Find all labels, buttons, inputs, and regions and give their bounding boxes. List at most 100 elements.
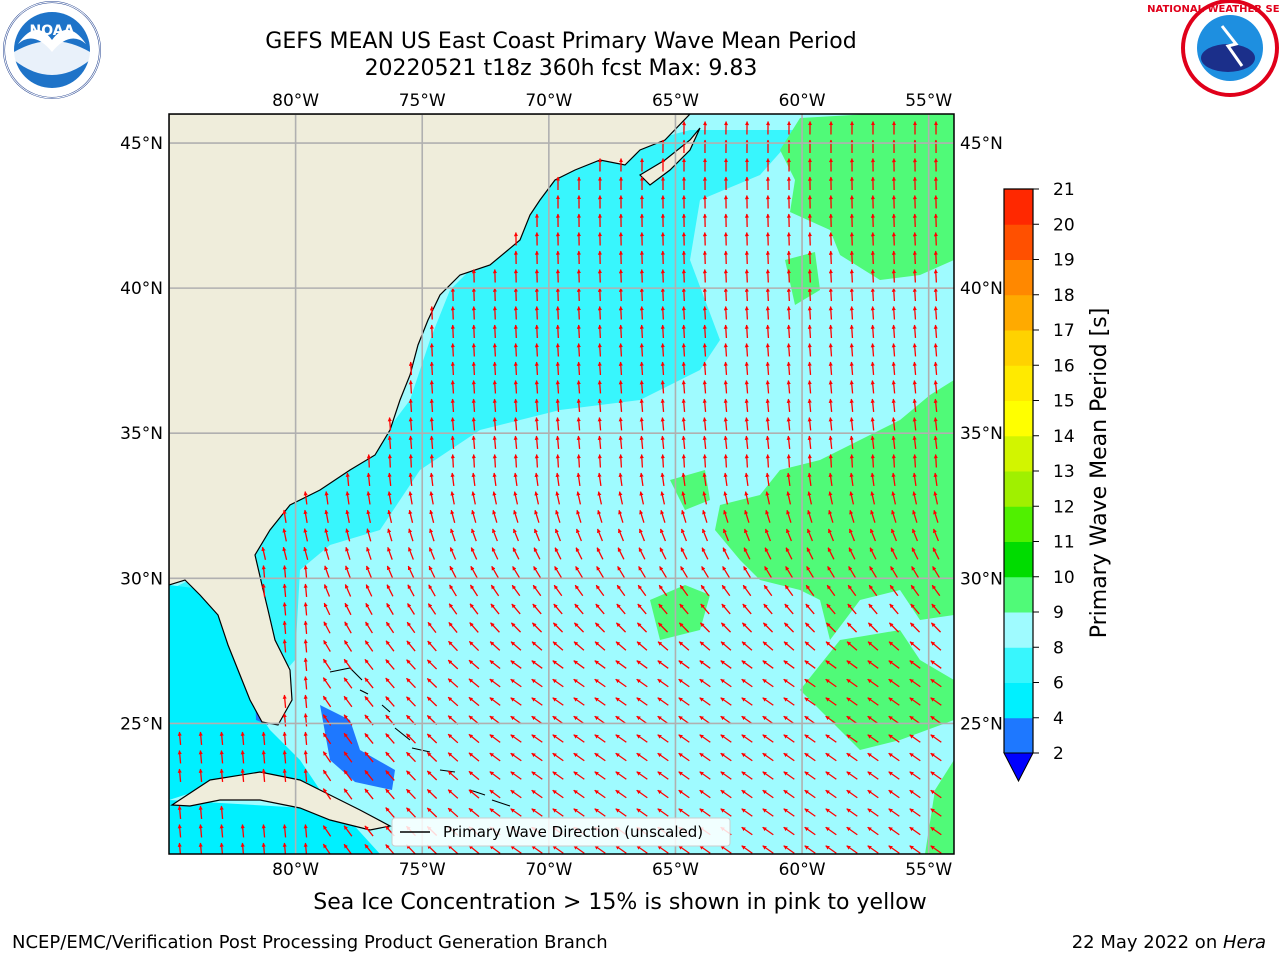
- wave-arrow: [741, 771, 753, 780]
- wave-arrow: [532, 603, 542, 615]
- ocean-band-lowest: [169, 585, 320, 800]
- map-subtitle: 20220521 t18z 360h fcst Max: 9.83: [365, 56, 758, 81]
- wave-arrow: [786, 472, 791, 487]
- wave-arrow: [786, 435, 791, 450]
- wave-arrow: [615, 622, 627, 633]
- wave-arrow: [450, 509, 456, 523]
- wave-arrow: [573, 771, 585, 780]
- wave-arrow: [678, 734, 690, 743]
- wave-arrow: [324, 509, 329, 524]
- wave-arrow: [576, 435, 581, 450]
- wave-arrow: [765, 324, 770, 339]
- wave-arrow: [322, 695, 332, 708]
- wave-arrow: [699, 752, 711, 762]
- colorbar-tick-label: 8: [1053, 638, 1064, 658]
- wave-arrow: [807, 435, 812, 450]
- wave-arrow: [576, 343, 581, 357]
- wave-arrow: [720, 697, 732, 706]
- wave-arrow: [450, 417, 455, 431]
- wave-arrow: [513, 343, 518, 357]
- wave-arrow: [555, 398, 560, 413]
- wave-arrow: [891, 361, 896, 376]
- wave-arrow: [470, 565, 478, 579]
- wave-arrow: [471, 509, 477, 523]
- wave-arrow: [576, 398, 581, 413]
- wave-arrow: [765, 361, 770, 376]
- wave-arrow: [387, 454, 392, 468]
- wave-arrow: [723, 306, 728, 320]
- wave-arrow: [848, 566, 856, 578]
- wave-arrow: [807, 361, 812, 376]
- wave-arrow: [575, 566, 583, 578]
- wave-arrow: [933, 269, 938, 283]
- wave-arrow: [827, 547, 835, 560]
- wave-arrow: [303, 602, 308, 616]
- wave-arrow: [510, 808, 522, 817]
- wave-arrow: [576, 361, 581, 376]
- wave-arrow: [447, 696, 459, 707]
- colorbar-segment: [1004, 541, 1033, 578]
- wave-arrow: [471, 380, 476, 394]
- wave-arrow: [888, 660, 900, 669]
- wave-arrow: [322, 825, 332, 837]
- wave-arrow: [721, 584, 731, 597]
- wave-arrow: [849, 380, 854, 394]
- wave-arrow: [783, 715, 795, 725]
- colorbar-segment: [1004, 259, 1033, 296]
- lon-tick-labels-bottom: 80°W 75°W 70°W 65°W 60°W 55°W: [272, 860, 952, 880]
- wave-arrow: [909, 660, 921, 669]
- wave-arrow: [741, 752, 753, 762]
- wave-arrow: [807, 472, 812, 487]
- wave-arrow: [303, 676, 308, 690]
- wave-arrow: [531, 734, 543, 743]
- wave-arrow: [847, 584, 857, 597]
- wave-arrow: [448, 622, 458, 633]
- wave-arrow: [617, 566, 625, 578]
- wave-arrow: [846, 715, 858, 725]
- colorbar-segment: [1004, 647, 1033, 683]
- wave-arrow: [741, 641, 753, 651]
- wave-arrow: [930, 660, 942, 669]
- wave-arrow: [554, 547, 562, 560]
- wave-arrow: [177, 731, 182, 746]
- wave-arrow: [492, 417, 497, 431]
- wave-arrow: [240, 750, 245, 764]
- colorbar-tick-label: 21: [1053, 180, 1075, 200]
- lat-label-right: 40°N: [960, 279, 1003, 299]
- wave-arrow: [513, 472, 518, 487]
- wave-arrow: [849, 250, 854, 265]
- wave-arrow: [825, 622, 837, 633]
- wave-arrow: [846, 826, 858, 836]
- wave-arrow: [282, 750, 287, 764]
- wave-arrow: [910, 584, 920, 597]
- wave-arrow: [741, 734, 753, 743]
- lat-label-right: 35°N: [960, 424, 1003, 444]
- wave-arrow: [827, 566, 835, 578]
- wave-arrow: [406, 677, 416, 689]
- wave-arrow: [406, 621, 416, 634]
- wave-arrow: [888, 845, 900, 854]
- wave-arrow: [450, 343, 455, 357]
- wave-arrow: [765, 398, 770, 413]
- wave-arrow: [720, 734, 732, 743]
- wave-arrow: [597, 491, 603, 505]
- wave-arrow: [534, 435, 539, 450]
- wave-arrow: [723, 435, 728, 450]
- wave-arrow: [932, 547, 940, 560]
- wave-arrow: [552, 734, 564, 743]
- wave-arrow: [616, 584, 626, 597]
- wave-arrow: [282, 694, 287, 709]
- wave-arrow: [723, 398, 728, 413]
- wave-arrow: [828, 491, 834, 505]
- wave-arrow: [636, 697, 648, 706]
- wave-arrow: [364, 751, 374, 763]
- wave-arrow: [784, 584, 794, 597]
- wave-arrow: [345, 509, 350, 523]
- wave-arrow: [594, 697, 606, 706]
- wave-arrow: [720, 660, 732, 669]
- wave-arrow: [909, 622, 921, 633]
- wave-arrow: [408, 398, 413, 413]
- wave-arrow: [219, 731, 224, 746]
- wave-arrow: [804, 771, 816, 780]
- wave-arrow: [343, 843, 353, 854]
